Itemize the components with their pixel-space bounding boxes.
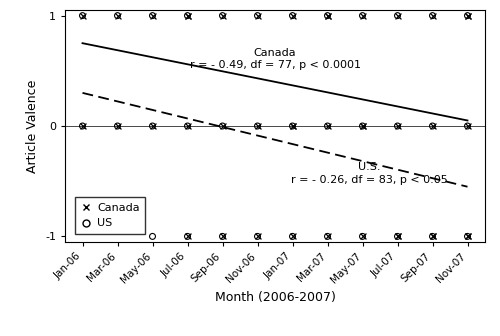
Point [324, 123, 332, 129]
Point [288, 123, 296, 129]
Point [394, 234, 402, 239]
Point [78, 123, 86, 129]
Point [324, 13, 332, 18]
Point [288, 234, 296, 239]
Point [428, 13, 436, 18]
Point [254, 234, 262, 239]
Point [78, 13, 86, 18]
Point [184, 13, 192, 18]
Text: U.S.: U.S. [358, 162, 381, 172]
Point [254, 123, 262, 129]
Point [148, 13, 156, 18]
Point [148, 13, 156, 18]
Point [184, 123, 192, 129]
Point [394, 234, 402, 239]
Point [184, 234, 192, 239]
Point [428, 234, 436, 239]
Point [184, 234, 192, 239]
Point [394, 234, 402, 239]
Text: r = - 0.49, df = 77, p < 0.0001: r = - 0.49, df = 77, p < 0.0001 [190, 60, 360, 70]
Point [218, 123, 226, 129]
Y-axis label: Article Valence: Article Valence [26, 79, 40, 173]
Point [254, 123, 262, 129]
Point [464, 234, 471, 239]
Point [288, 13, 296, 18]
Point [428, 123, 436, 129]
Point [148, 123, 156, 129]
Point [324, 123, 332, 129]
Point [464, 13, 471, 18]
Point [358, 123, 366, 129]
Point [358, 123, 366, 129]
Point [324, 13, 332, 18]
Point [324, 234, 332, 239]
Point [288, 123, 296, 129]
Point [254, 13, 262, 18]
Point [148, 234, 156, 239]
Point [218, 13, 226, 18]
Point [428, 234, 436, 239]
Point [394, 13, 402, 18]
Point [288, 13, 296, 18]
Point [464, 234, 471, 239]
Point [78, 13, 86, 18]
Point [218, 123, 226, 129]
Point [428, 13, 436, 18]
Point [358, 123, 366, 129]
Point [78, 123, 86, 129]
Point [428, 234, 436, 239]
Legend: Canada, US: Canada, US [75, 197, 145, 234]
Point [358, 13, 366, 18]
Point [464, 234, 471, 239]
Point [394, 13, 402, 18]
Point [428, 123, 436, 129]
Point [464, 13, 471, 18]
Point [184, 13, 192, 18]
Point [358, 234, 366, 239]
Point [218, 234, 226, 239]
Point [358, 13, 366, 18]
Point [184, 123, 192, 129]
Point [148, 123, 156, 129]
Point [184, 13, 192, 18]
Point [114, 13, 122, 18]
Point [114, 13, 122, 18]
Point [394, 123, 402, 129]
Point [394, 123, 402, 129]
Point [358, 234, 366, 239]
Point [288, 234, 296, 239]
X-axis label: Month (2006-2007): Month (2006-2007) [214, 291, 336, 303]
Text: r = - 0.26, df = 83, p < 0.05: r = - 0.26, df = 83, p < 0.05 [291, 175, 448, 184]
Text: Canada: Canada [254, 48, 296, 57]
Point [254, 234, 262, 239]
Point [114, 123, 122, 129]
Point [464, 123, 471, 129]
Point [254, 13, 262, 18]
Point [218, 13, 226, 18]
Point [464, 13, 471, 18]
Point [288, 123, 296, 129]
Point [464, 123, 471, 129]
Point [324, 234, 332, 239]
Point [114, 123, 122, 129]
Point [324, 13, 332, 18]
Point [218, 234, 226, 239]
